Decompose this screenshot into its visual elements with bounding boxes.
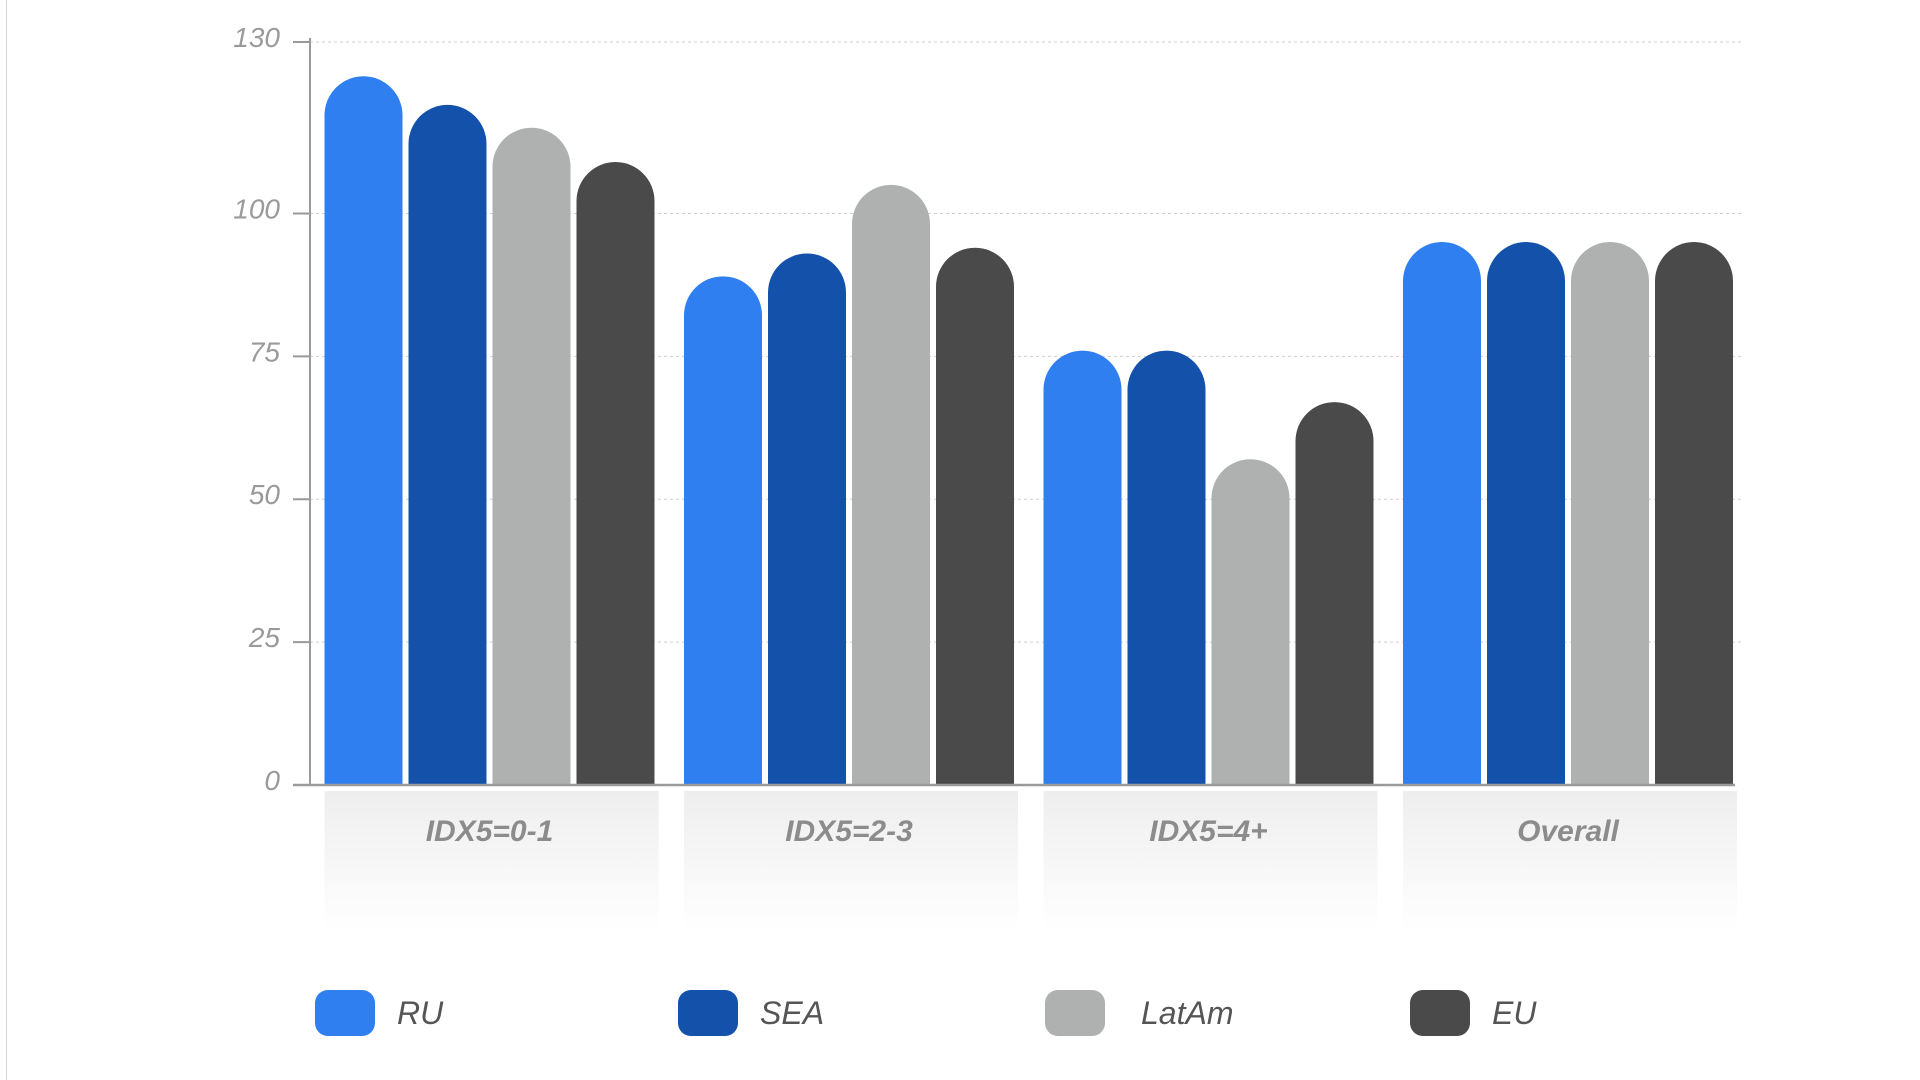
category-band-overall [1403, 791, 1737, 931]
bar-idx5-2-3-ru [684, 276, 762, 785]
legend-swatch-sea [678, 990, 738, 1036]
category-band-idx5-4 [1043, 791, 1378, 931]
bar-idx5-2-3-eu [936, 247, 1014, 785]
bar-idx5-2-3-sea [768, 253, 846, 785]
legend-label-eu: EU [1492, 995, 1537, 1031]
bar-overall-ru [1403, 242, 1481, 785]
legend-label-latam: LatAm [1141, 995, 1233, 1031]
category-label-idx5-4: IDX5=4+ [1149, 815, 1267, 848]
bar-idx5-0-1-ru [324, 76, 403, 786]
bar-idx5-4-latam [1211, 459, 1290, 785]
bars [324, 76, 1733, 786]
y-tick-label-75: 75 [249, 336, 281, 367]
y-tick-label-130: 130 [233, 22, 280, 53]
bar-overall-eu [1655, 242, 1733, 785]
legend-label-sea: SEA [760, 995, 824, 1031]
legend-swatch-eu [1410, 990, 1470, 1036]
bar-idx5-2-3-latam [852, 184, 930, 785]
category-label-idx5-0-1: IDX5=0-1 [426, 815, 554, 848]
legend-swatch-latam [1045, 990, 1105, 1036]
y-tick-labels: 0 25 50 75 100 130 [233, 22, 280, 796]
bar-overall-sea [1487, 242, 1565, 785]
y-tick-label-25: 25 [248, 622, 281, 653]
bar-idx5-0-1-sea [408, 104, 487, 785]
bar-idx5-4-eu [1295, 402, 1374, 785]
y-tick-label-0: 0 [264, 765, 280, 796]
bar-idx5-0-1-latam [492, 127, 571, 785]
bar-idx5-4-ru [1043, 350, 1122, 785]
legend-label-ru: RU [397, 995, 444, 1031]
grid-lines [310, 41, 1742, 643]
legend-swatch-ru [315, 990, 375, 1036]
legend: RU SEA LatAm EU [315, 990, 1537, 1036]
category-band-idx5-2-3 [684, 791, 1018, 931]
category-label-overall: Overall [1517, 815, 1619, 848]
category-labels: IDX5=0-1 IDX5=2-3 IDX5=4+ Overall [426, 815, 1620, 848]
axes [293, 38, 1735, 787]
category-bands [324, 791, 1737, 931]
category-label-idx5-2-3: IDX5=2-3 [785, 815, 913, 848]
y-tick-label-100: 100 [233, 193, 280, 224]
page-left-border [6, 0, 7, 1080]
category-band-idx5-0-1 [324, 791, 659, 931]
bar-idx5-0-1-eu [576, 162, 655, 786]
bar-overall-latam [1571, 242, 1649, 785]
y-tick-label-50: 50 [249, 479, 281, 510]
bar-idx5-4-sea [1127, 350, 1206, 785]
